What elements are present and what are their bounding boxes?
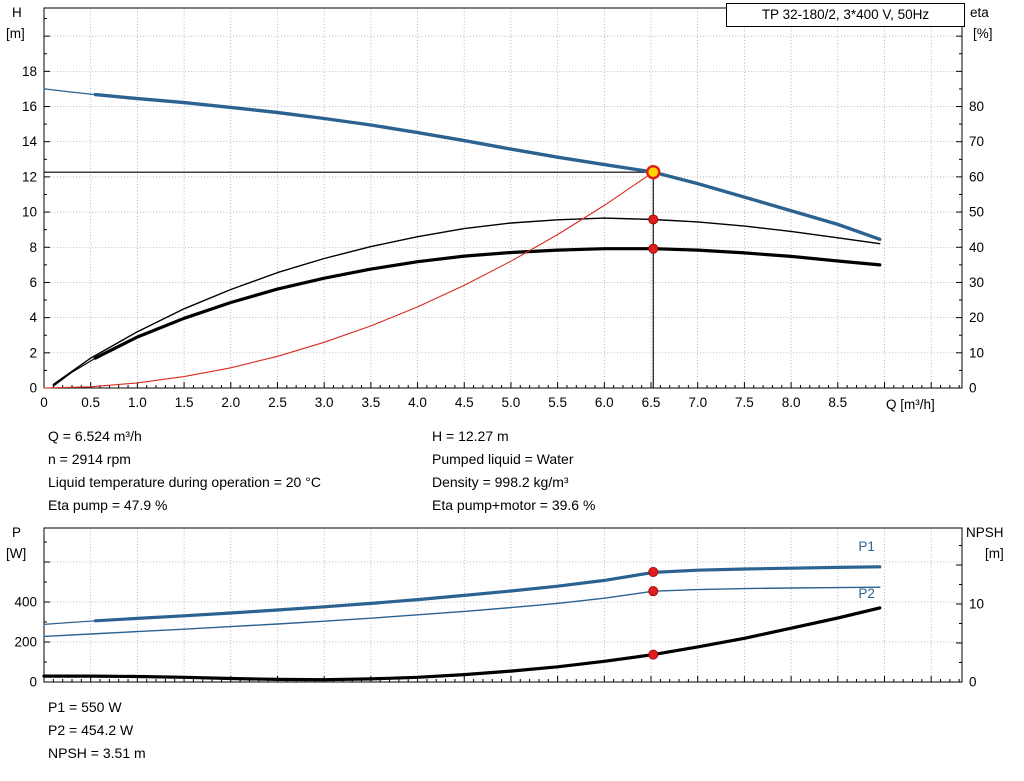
left-tick-label: 0: [29, 381, 37, 396]
info-line-eta-pump: Eta pump = 47.9 %: [48, 497, 168, 513]
x-tick-label: 4.0: [408, 395, 427, 410]
pump-title-box: TP 32-180/2, 3*400 V, 50Hz: [726, 3, 965, 27]
result-line-p1: P1 = 550 W: [48, 699, 122, 715]
info-line-eta-pump-motor: Eta pump+motor = 39.6 %: [432, 497, 596, 513]
p1-marker: [648, 567, 659, 578]
head-curve-lead: [43, 88, 97, 96]
left-tick-label: 6: [29, 275, 37, 290]
p-axis-title: P: [12, 525, 22, 540]
right-tick-label: 30: [969, 275, 984, 290]
power-results: P1 = 550 W P2 = 454.2 W NPSH = 3.51 m: [48, 699, 146, 768]
left-tick-label: 12: [22, 169, 37, 184]
left-tick-label: 18: [22, 64, 37, 79]
x-tick-label: 3.5: [361, 395, 380, 410]
right-tick-label: 70: [969, 134, 984, 149]
x-tick-label: 5.0: [502, 395, 521, 410]
result-line-npsh: NPSH = 3.51 m: [48, 745, 146, 761]
eta-axis-unit: [%]: [973, 26, 993, 41]
left-tick-label: 14: [22, 134, 38, 149]
info-line-density: Density = 998.2 kg/m³: [432, 474, 569, 490]
x-tick-label: 8.5: [828, 395, 847, 410]
eta-pump-motor-marker: [648, 243, 659, 254]
right-tick-label: 60: [969, 169, 984, 184]
npsh-axis-title: NPSH: [966, 525, 1004, 540]
right-tick-label: 10: [969, 596, 984, 611]
p2-marker: [648, 586, 659, 597]
x-tick-label: 2.0: [221, 395, 240, 410]
x-tick-label: 1.5: [175, 395, 194, 410]
right-tick-label: 0: [969, 381, 977, 396]
x-tick-label: 0.5: [81, 395, 100, 410]
left-tick-label: 10: [22, 205, 37, 220]
left-tick-label: 8: [29, 240, 37, 255]
right-tick-label: 20: [969, 310, 984, 325]
x-tick-label: 7.0: [688, 395, 707, 410]
h-axis-title: H: [12, 5, 22, 20]
right-tick-label: 10: [969, 345, 984, 360]
duty-point-marker: [646, 164, 661, 180]
duty-info-right: H = 12.27 m Pumped liquid = Water Densit…: [432, 428, 595, 520]
right-tick-label: 50: [969, 205, 984, 220]
npsh-curve: [42, 606, 882, 682]
left-tick-label: 200: [14, 635, 37, 650]
info-line-q: Q = 6.524 m³/h: [48, 428, 142, 444]
info-line-temp: Liquid temperature during operation = 20…: [48, 474, 321, 490]
left-tick-label: 16: [22, 99, 37, 114]
info-line-n: n = 2914 rpm: [48, 451, 131, 467]
p2-label: P2: [858, 586, 875, 601]
right-tick-label: 0: [969, 675, 977, 690]
plot-frame: [43, 7, 963, 389]
npsh-marker: [648, 649, 659, 660]
system-curve: [43, 171, 654, 389]
power-npsh-chart: 0 200 400 0 10 P1 P2: [14, 527, 984, 690]
x-tick-label: 0: [40, 395, 48, 410]
p-axis-unit: [W]: [6, 546, 27, 561]
x-tick-label: 4.5: [455, 395, 474, 410]
head-efficiency-chart: 0 0.5 1.0 1.5 2.0 2.5 3.0 3.5 4.0 4.5 5.0 5.5 6.0 6.5…: [22, 7, 984, 410]
left-tick-label: 2: [29, 345, 37, 360]
x-tick-label: 7.5: [735, 395, 754, 410]
p1-label: P1: [858, 539, 875, 554]
eta-pump-motor-curve: [93, 247, 882, 360]
eta-pump-marker: [648, 214, 659, 225]
left-tick-label: 4: [29, 310, 37, 325]
q-axis-label: Q [m³/h]: [886, 397, 935, 412]
x-tick-label: 8.0: [782, 395, 801, 410]
right-tick-label: 80: [969, 99, 984, 114]
x-tick-label: 6.5: [642, 395, 661, 410]
info-line-h: H = 12.27 m: [432, 428, 509, 444]
left-tick-label: 0: [29, 675, 37, 690]
info-line-liquid: Pumped liquid = Water: [432, 451, 574, 467]
p2-curve: [43, 586, 881, 638]
eta-pump-curve: [52, 217, 881, 386]
plot-frame: [43, 527, 963, 683]
x-tick-label: 6.0: [595, 395, 614, 410]
eta-pump-motor-curve-lead: [52, 357, 97, 387]
h-axis-unit: [m]: [6, 26, 25, 41]
x-tick-label: 2.5: [268, 395, 287, 410]
result-line-p2: P2 = 454.2 W: [48, 722, 134, 738]
p1-curve: [93, 565, 882, 623]
npsh-axis-unit: [m]: [985, 546, 1004, 561]
eta-axis-title: eta: [970, 5, 989, 20]
duty-info-left: Q = 6.524 m³/h n = 2914 rpm Liquid tempe…: [48, 428, 321, 520]
x-tick-label: 1.0: [128, 395, 147, 410]
left-tick-label: 400: [14, 595, 37, 610]
right-tick-label: 40: [969, 240, 984, 255]
p1-curve-lead: [43, 620, 97, 626]
x-tick-label: 5.5: [548, 395, 567, 410]
x-tick-label: 3.0: [315, 395, 334, 410]
head-curve: [93, 92, 882, 242]
